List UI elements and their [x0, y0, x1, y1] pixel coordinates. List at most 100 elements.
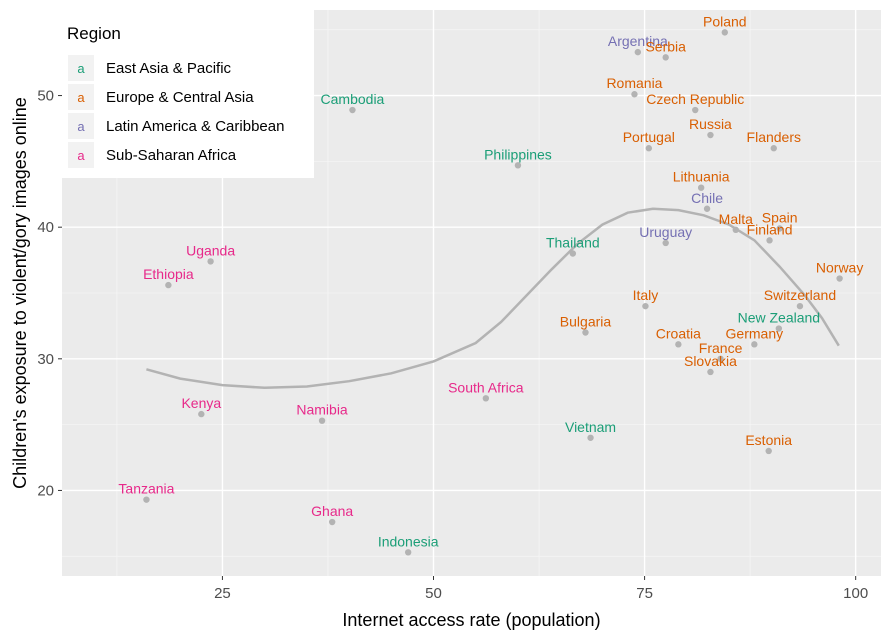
- point-label: Czech Republic: [646, 91, 744, 107]
- legend-key-box: [68, 113, 94, 139]
- data-point: [587, 434, 594, 441]
- point-label: Russia: [689, 116, 732, 132]
- data-point: [751, 341, 758, 348]
- point-label: Thailand: [546, 235, 600, 251]
- point-label: Ethiopia: [143, 266, 194, 282]
- data-point: [721, 29, 728, 36]
- data-point: [207, 258, 214, 265]
- point-label: Kenya: [181, 395, 221, 411]
- legend-key-box: [68, 55, 94, 81]
- data-point: [569, 250, 577, 257]
- point-label: France: [699, 340, 743, 356]
- data-point: [143, 496, 150, 503]
- point-label: Switzerland: [764, 287, 836, 303]
- y-axis-title: Children's exposure to violent/gory imag…: [10, 97, 30, 489]
- data-point: [703, 205, 711, 212]
- x-tick-label: 50: [425, 585, 442, 602]
- point-label: Indonesia: [378, 533, 439, 549]
- point-label: Malta: [719, 211, 753, 227]
- legend-items: a East Asia & Pacific a Europe & Central As…: [68, 55, 284, 168]
- x-axis-ticks: 25 50 75 100: [214, 576, 868, 602]
- point-label: Italy: [633, 287, 659, 303]
- point-label: Finland: [747, 221, 793, 237]
- data-point: [675, 341, 682, 348]
- point-label: Norway: [816, 260, 863, 276]
- point-label: Namibia: [296, 402, 348, 418]
- data-point: [165, 281, 172, 289]
- y-tick-label: 50: [37, 88, 54, 105]
- data-point: [692, 106, 699, 114]
- data-point: [662, 239, 669, 247]
- data-point: [328, 518, 336, 526]
- smooth-trend-line: [146, 207, 840, 390]
- y-tick-label: 30: [37, 351, 54, 368]
- legend-background: [62, 10, 314, 178]
- legend-entry-label: Latin America & Caribbean: [106, 118, 284, 135]
- x-axis-title: Internet access rate (population): [342, 610, 600, 630]
- legend-key: a: [77, 119, 85, 134]
- data-point: [707, 131, 714, 139]
- legend-key: a: [77, 61, 85, 76]
- data-point: [697, 184, 705, 191]
- legend-key-box: [68, 142, 94, 168]
- data-points: [143, 29, 843, 556]
- legend-entry-label: Europe & Central Asia: [106, 89, 254, 106]
- major-gridlines: [62, 10, 881, 576]
- data-point: [775, 325, 783, 332]
- point-label: Spain: [762, 210, 798, 226]
- x-tick-label: 25: [214, 585, 231, 602]
- x-tick-label: 100: [843, 585, 868, 602]
- point-label: Portugal: [623, 129, 675, 145]
- data-point: [766, 237, 773, 244]
- data-point: [717, 355, 724, 363]
- point-label: Germany: [726, 325, 784, 341]
- point-label: Serbia: [645, 38, 686, 54]
- point-label: Vietnam: [565, 419, 616, 435]
- legend-entry-label: East Asia & Pacific: [106, 60, 232, 77]
- data-point: [318, 417, 326, 424]
- point-label: Poland: [703, 13, 747, 29]
- point-label: Estonia: [745, 432, 792, 448]
- data-point: [634, 48, 642, 56]
- data-point: [631, 91, 638, 98]
- data-point: [482, 395, 490, 402]
- point-label: Slovakia: [684, 353, 737, 369]
- data-point: [836, 275, 843, 282]
- point-label: Uruguay: [639, 224, 692, 240]
- point-label: New Zealand: [738, 310, 821, 326]
- legend-key: a: [77, 148, 85, 163]
- point-label: Chile: [691, 190, 723, 206]
- y-tick-label: 20: [37, 482, 54, 499]
- data-point: [514, 162, 522, 169]
- data-point: [349, 106, 356, 114]
- data-point: [662, 54, 669, 61]
- data-point: [582, 329, 589, 336]
- data-point: [645, 145, 653, 152]
- data-point: [776, 225, 783, 232]
- data-point: [765, 447, 772, 455]
- data-point: [796, 302, 804, 310]
- point-label: Uganda: [186, 242, 235, 258]
- data-point: [770, 145, 777, 152]
- point-label: Argentina: [608, 33, 668, 49]
- legend-entry-label: Sub-Saharan Africa: [106, 147, 237, 164]
- y-tick-label: 40: [37, 219, 54, 236]
- legend-key-box: [68, 84, 94, 110]
- data-point: [732, 226, 739, 234]
- point-label: Tanzania: [118, 481, 174, 497]
- legend: Region a East Asia & Pacific a Europe & Cen…: [62, 10, 314, 178]
- legend-key: a: [77, 90, 85, 105]
- point-label: Lithuania: [673, 169, 730, 185]
- point-label: Ghana: [311, 503, 353, 519]
- point-label: Philippines: [484, 146, 552, 162]
- point-label: Flanders: [747, 129, 801, 145]
- x-tick-label: 75: [636, 585, 653, 602]
- point-label: Croatia: [656, 325, 701, 341]
- data-point: [707, 368, 714, 376]
- y-axis-ticks: 20 30 40 50: [37, 88, 62, 499]
- point-label: Cambodia: [321, 91, 385, 107]
- data-point: [198, 410, 205, 418]
- point-label: Romania: [606, 75, 662, 91]
